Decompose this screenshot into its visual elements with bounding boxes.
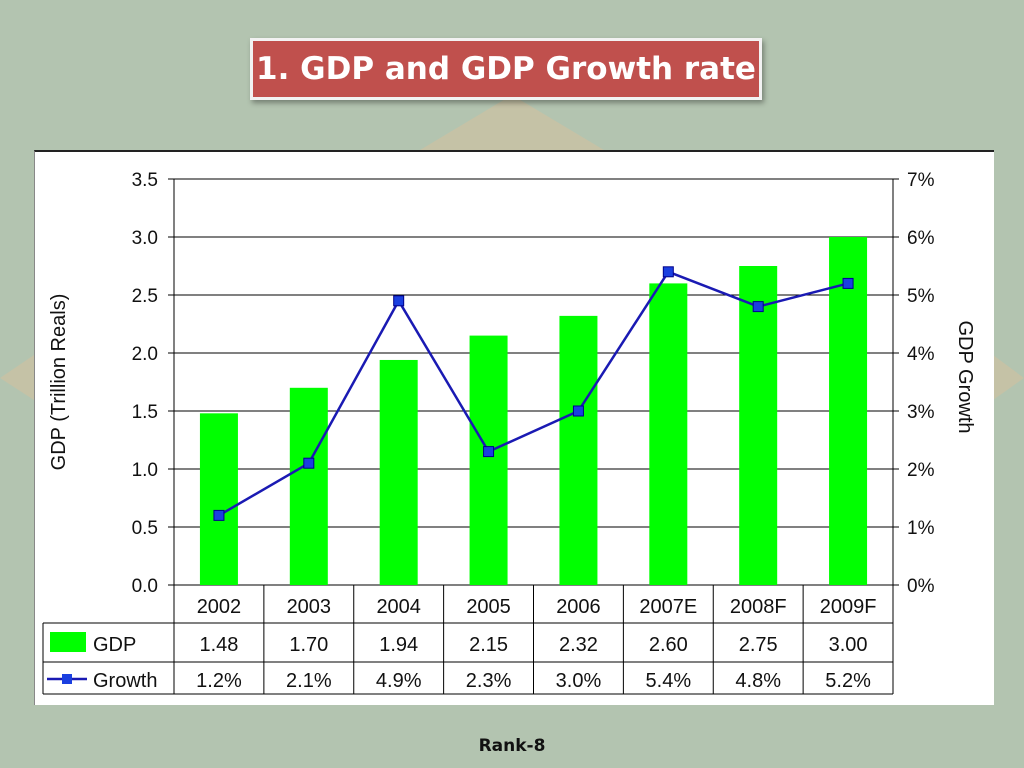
growth-value-label: 2.1%	[286, 670, 332, 692]
growth-marker	[393, 295, 405, 307]
left-tick-label: 2.0	[132, 344, 158, 365]
right-tick-label: 3%	[907, 402, 935, 423]
growth-value-label: 5.4%	[646, 670, 692, 692]
gdp-value-label: 2.75	[739, 634, 778, 656]
x-category-label: 2009F	[820, 596, 877, 618]
gdp-bar	[289, 387, 328, 585]
legend-growth-label: Growth	[93, 670, 157, 692]
growth-polyline	[218, 270, 849, 517]
gdp-value-label: 2.32	[559, 634, 598, 656]
right-tick-label: 7%	[907, 170, 935, 191]
growth-value-label: 2.3%	[466, 670, 512, 692]
y2-axis-title: GDP Growth	[954, 321, 976, 434]
growth-marker	[213, 509, 225, 521]
growth-marker	[303, 457, 315, 469]
growth-marker	[572, 405, 584, 417]
growth-value-label: 1.2%	[196, 670, 242, 692]
right-tick-label: 4%	[907, 344, 935, 365]
x-category-label: 2002	[197, 596, 242, 618]
right-tick-label: 6%	[907, 228, 935, 249]
x-category-label: 2005	[466, 596, 511, 618]
growth-value-label: 4.9%	[376, 670, 422, 692]
gdp-value-label: 1.48	[199, 634, 238, 656]
growth-line	[213, 266, 854, 521]
gdp-value-label: 1.70	[289, 634, 328, 656]
growth-value-label: 4.8%	[735, 670, 781, 692]
left-tick-label: 2.5	[132, 286, 158, 307]
growth-marker	[662, 266, 674, 278]
legend-growth-marker	[62, 674, 72, 684]
right-tick-label: 2%	[907, 460, 935, 481]
gdp-bar	[649, 283, 688, 585]
x-category-label: 2007E	[639, 596, 697, 618]
gdp-bar	[469, 335, 508, 585]
gdp-value-label: 3.00	[829, 634, 868, 656]
gdp-value-label: 2.15	[469, 634, 508, 656]
data-table: 2002 1.48 1.2% 2003 1.70 2.1% 2004 1.94 4.9% 2005…	[42, 585, 894, 695]
slide-title: 1. GDP and GDP Growth rate	[250, 38, 762, 100]
left-tick-label: 1.5	[132, 402, 158, 423]
gdp-value-label: 2.60	[649, 634, 688, 656]
x-category-label: 2008F	[730, 596, 787, 618]
growth-value-label: 3.0%	[556, 670, 602, 692]
left-tick-label: 0.5	[132, 518, 158, 539]
gdp-bars	[199, 237, 868, 585]
gdp-bar	[199, 413, 238, 585]
growth-value-label: 5.2%	[825, 670, 871, 692]
gdp-bar	[559, 315, 598, 585]
left-tick-label: 1.0	[132, 460, 158, 481]
y-axis-title: GDP (Trillion Reals)	[48, 294, 70, 471]
growth-marker	[483, 446, 495, 458]
legend-gdp-label: GDP	[93, 634, 136, 656]
x-category-label: 2006	[556, 596, 601, 618]
chart-panel: 0.0 0.5 1.0 1.5 2.0 2.5 3.0 3.5 0% 1% 2% 3% 4% 5% 6% 7%…	[34, 150, 994, 705]
growth-marker	[752, 301, 764, 313]
left-tick-label: 3.5	[132, 170, 158, 191]
left-tick-label: 3.0	[132, 228, 158, 249]
growth-marker	[842, 277, 854, 289]
legend-gdp-swatch	[50, 632, 86, 652]
gdp-chart: 0.0 0.5 1.0 1.5 2.0 2.5 3.0 3.5 0% 1% 2% 3% 4% 5% 6% 7%…	[42, 170, 976, 695]
right-tick-label: 0%	[907, 576, 935, 597]
gdp-bar	[739, 266, 778, 585]
chart-axes: 0.0 0.5 1.0 1.5 2.0 2.5 3.0 3.5 0% 1% 2% 3% 4% 5% 6% 7%…	[48, 170, 976, 597]
x-category-label: 2004	[376, 596, 421, 618]
gdp-bar	[829, 237, 868, 585]
left-tick-label: 0.0	[132, 576, 158, 597]
right-tick-label: 1%	[907, 518, 935, 539]
footer-rank: Rank-8	[478, 736, 546, 756]
right-tick-label: 5%	[907, 286, 935, 307]
chart-gridlines	[174, 178, 893, 586]
x-category-label: 2003	[287, 596, 332, 618]
gdp-value-label: 1.94	[379, 634, 418, 656]
gdp-bar	[379, 359, 418, 585]
